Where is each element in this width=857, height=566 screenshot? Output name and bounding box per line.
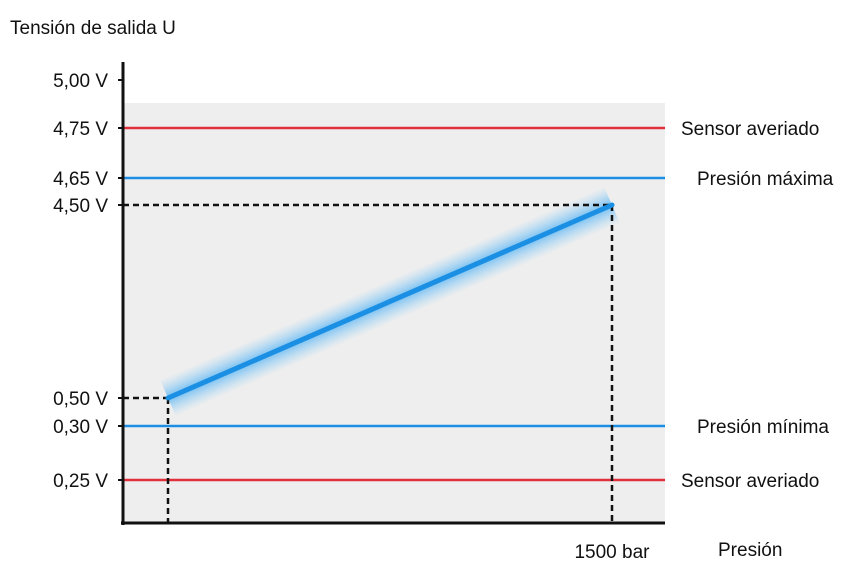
- y-tick-label: 4,65 V: [53, 169, 108, 190]
- x-tick-label: 1500 bar: [574, 542, 650, 563]
- threshold-label: Sensor averiado: [681, 119, 819, 140]
- y-tick-label: 0,50 V: [53, 389, 108, 410]
- threshold-label: Presión mínima: [697, 417, 829, 438]
- y-axis-title: Tensión de salida U: [10, 18, 176, 39]
- y-tick-label: 0,30 V: [53, 417, 108, 438]
- x-axis-title: Presión: [718, 540, 782, 561]
- y-tick-label: 5,00 V: [53, 71, 108, 92]
- y-tick-label: 4,75 V: [53, 119, 108, 140]
- y-tick-label: 0,25 V: [53, 471, 108, 492]
- series-line: [165, 202, 615, 401]
- threshold-label: Sensor averiado: [681, 471, 819, 492]
- y-tick-label: 4,50 V: [53, 196, 108, 217]
- threshold-label: Presión máxima: [697, 169, 834, 190]
